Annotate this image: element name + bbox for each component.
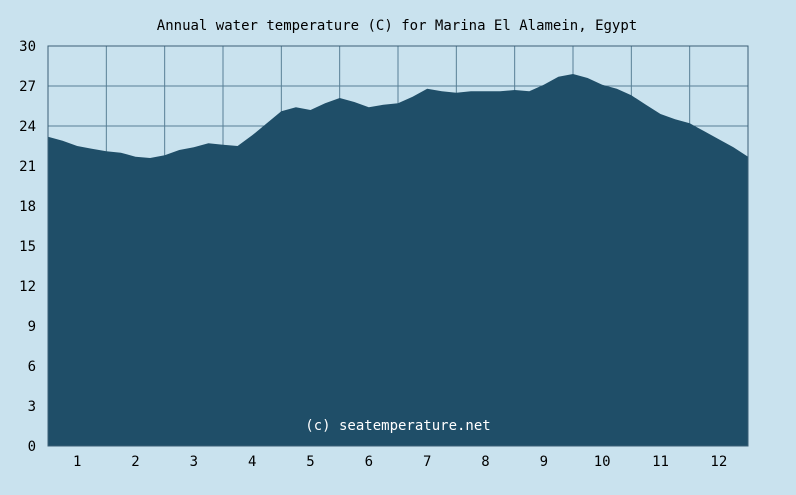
y-axis-ticks: 0 3 6 9 12 15 18 21 24 27 30: [19, 39, 36, 455]
x-tick-label: 2: [131, 454, 139, 470]
x-tick-label: 10: [594, 454, 611, 470]
watermark-text: (c) seatemperature.net: [305, 418, 490, 434]
y-tick-label: 9: [28, 319, 36, 335]
temperature-area: [48, 74, 748, 446]
x-tick-label: 1: [73, 454, 81, 470]
x-tick-label: 3: [190, 454, 198, 470]
y-tick-label: 18: [19, 199, 36, 215]
y-tick-label: 15: [19, 239, 36, 255]
plot-border: [47, 45, 749, 447]
y-tick-label: 27: [19, 79, 36, 95]
y-tick-label: 6: [28, 359, 36, 375]
y-tick-label: 12: [19, 279, 36, 295]
x-tick-label: 6: [365, 454, 373, 470]
x-tick-label: 12: [710, 454, 727, 470]
y-tick-label: 3: [28, 399, 36, 415]
x-tick-label: 5: [306, 454, 314, 470]
y-tick-label: 24: [19, 119, 36, 135]
x-tick-label: 7: [423, 454, 431, 470]
x-axis-ticks: 1 2 3 4 5 6 7 8 9 10 11 12: [73, 454, 727, 470]
y-tick-label: 21: [19, 159, 36, 175]
x-tick-label: 8: [481, 454, 489, 470]
x-tick-label: 11: [652, 454, 669, 470]
x-tick-label: 4: [248, 454, 256, 470]
y-tick-label: 0: [28, 439, 36, 455]
chart-title: Annual water temperature (C) for Marina …: [157, 18, 637, 34]
x-tick-label: 9: [540, 454, 548, 470]
y-tick-label: 30: [19, 39, 36, 55]
